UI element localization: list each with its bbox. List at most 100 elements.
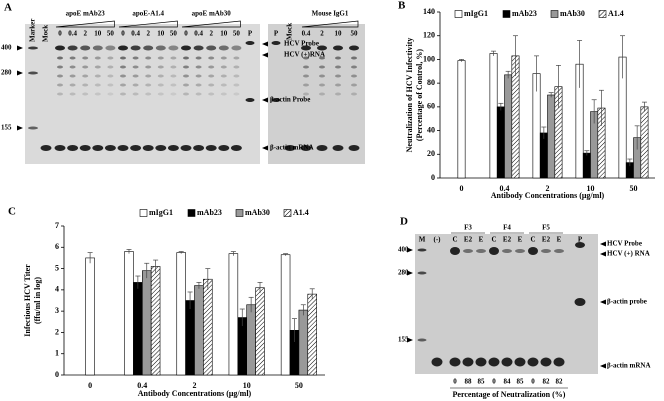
gel-band: [449, 357, 461, 367]
gel-band: [303, 74, 309, 78]
gel-band: [233, 56, 240, 60]
lane-label: 50: [351, 30, 359, 38]
gel-band: [220, 74, 227, 78]
gel-band: [155, 145, 167, 151]
gel-band: [195, 74, 202, 78]
bar: [237, 317, 248, 376]
bar: [539, 132, 548, 179]
bar: [307, 293, 317, 376]
gel-band: [157, 74, 164, 78]
gel-band: [82, 83, 89, 87]
x-tick-label: 0: [88, 381, 92, 390]
y-tick-label: 0: [431, 173, 435, 182]
x-tick-label: 0.4: [500, 184, 510, 193]
gel-band: [170, 74, 177, 78]
gel-band: [349, 45, 359, 51]
gel-band: [170, 56, 177, 60]
gel-band: [335, 92, 341, 96]
gel-band: [132, 83, 139, 87]
bar: [504, 74, 513, 179]
gel-band: [157, 65, 164, 69]
gel-band: [104, 145, 116, 151]
gel-band: [316, 145, 328, 151]
gel-band: [489, 247, 499, 255]
neutralization-value: 85: [478, 378, 486, 386]
gel-band: [54, 145, 66, 151]
gel-band: [57, 74, 63, 78]
legend-label: mAb30: [560, 9, 585, 18]
lane-label: E2: [503, 236, 512, 244]
arrow: [600, 299, 606, 305]
gel-band: [168, 45, 179, 51]
neutralization-value: 82: [556, 378, 564, 386]
lane-label: 10: [94, 30, 102, 38]
wedge: [55, 20, 115, 28]
wedge: [181, 20, 241, 28]
gel-band: [132, 56, 139, 60]
gel-band: [67, 145, 79, 151]
gel-band: [271, 98, 281, 102]
gel-band: [107, 65, 114, 69]
y-tick-label: 140: [423, 7, 435, 16]
gel-band: [57, 83, 63, 87]
lane-label: 2: [83, 30, 87, 38]
gel-band: [28, 71, 38, 75]
size-marker: 280: [1, 69, 12, 77]
y-tick-label: 20: [427, 149, 435, 158]
size-marker: 400: [1, 44, 12, 52]
bar: [150, 266, 161, 376]
lane-label: 0.4: [302, 30, 311, 38]
gel-band: [145, 65, 152, 69]
y-tick-label: 4: [55, 285, 59, 294]
gel-band: [540, 357, 552, 367]
legend-label: mAb23: [512, 9, 537, 18]
gel-band: [208, 56, 215, 60]
legend-swatch: [139, 209, 148, 217]
x-tick-label: 50: [630, 184, 638, 193]
lane-label: C: [530, 236, 535, 244]
gel-band: [220, 92, 227, 96]
gel-band: [57, 65, 63, 69]
gel-band: [120, 74, 126, 78]
bar: [142, 270, 152, 376]
x-tick-label: 2: [546, 184, 550, 193]
y-tick-label: 7: [55, 221, 59, 230]
gel-band: [94, 56, 101, 60]
gel-band: [28, 126, 38, 130]
bar: [457, 60, 466, 179]
gel-band: [69, 65, 76, 69]
y-tick-label: 3: [55, 306, 59, 315]
lane-label: E: [557, 236, 562, 244]
gel-band: [488, 357, 500, 367]
gel-band: [145, 74, 152, 78]
y-tick-label: 0: [55, 370, 59, 379]
gel-band: [319, 83, 325, 87]
gel-band: [431, 357, 443, 367]
gel-band: [130, 45, 141, 51]
x-tick-label: 2: [193, 381, 197, 390]
gel-band: [142, 145, 154, 151]
legend-label: mAb30: [245, 208, 270, 217]
legend-swatch: [454, 10, 463, 18]
lane-label: 10: [157, 30, 165, 38]
lane-label: (-): [434, 236, 442, 244]
bar: [228, 253, 239, 376]
gel-band: [574, 298, 586, 306]
gel-band: [284, 145, 296, 151]
group-label: apoE-A1.4: [132, 10, 164, 18]
gel-band: [92, 45, 103, 51]
group-label: F3: [464, 224, 472, 232]
gel-band: [183, 65, 189, 69]
gel-band: [476, 249, 486, 253]
legend-label: mIgG1: [464, 9, 488, 18]
panel-letter: D: [400, 216, 408, 228]
gel-band: [132, 74, 139, 78]
gel-band: [57, 56, 63, 60]
gel-band: [319, 92, 325, 96]
gel-band: [351, 65, 357, 69]
lane-label: Mock: [42, 25, 50, 42]
gel-band: [205, 145, 217, 151]
band-annotation: β-actin mRNA: [607, 362, 651, 370]
bar: [203, 278, 213, 376]
